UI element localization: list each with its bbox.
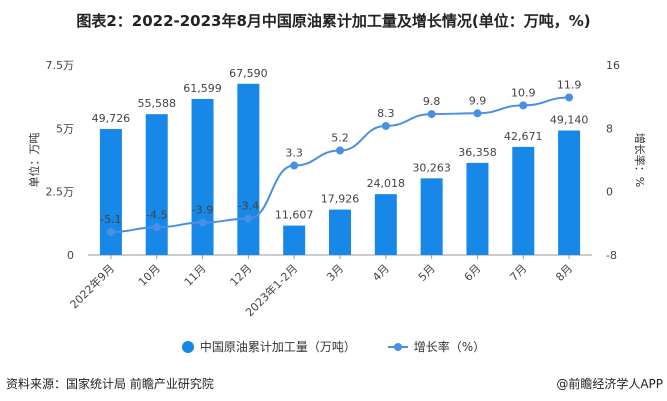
legend-bar-label: 中国原油累计加工量（万吨） <box>199 340 356 354</box>
left-axis-label: 单位：万吨 <box>27 133 41 188</box>
left-tick-label: 5万 <box>56 122 74 135</box>
legend-item-bar[interactable]: 中国原油累计加工量（万吨） <box>181 338 356 355</box>
chart-title: 图表2：2022-2023年8月中国原油累计加工量及增长情况(单位：万吨，%) <box>76 12 591 30</box>
x-tick-label: 12月 <box>228 262 255 289</box>
growth-value-label: 9.8 <box>423 95 441 108</box>
growth-point <box>336 146 344 155</box>
credit-note: @前瞻经济学人APP <box>556 377 663 391</box>
growth-point <box>244 214 253 223</box>
bar-value-label: 42,671 <box>504 130 543 143</box>
growth-point <box>290 161 299 170</box>
bar <box>237 83 260 255</box>
bar-value-label: 11,607 <box>275 209 314 222</box>
x-tick-label: 4月 <box>370 262 392 284</box>
growth-value-label: 11.9 <box>557 78 582 91</box>
growth-value-label: 9.9 <box>469 94 487 107</box>
bar <box>512 146 535 255</box>
left-tick-label: 2.5万 <box>46 186 75 199</box>
x-tick-label: 3月 <box>324 262 346 284</box>
growth-value-label: -3.9 <box>192 204 213 217</box>
right-tick-label: -8 <box>606 249 617 262</box>
growth-point <box>565 93 574 102</box>
growth-value-label: 8.3 <box>377 107 395 120</box>
x-tick-label: 2022年9月 <box>67 261 117 311</box>
bar <box>99 129 122 255</box>
x-tick-label: 7月 <box>507 262 529 284</box>
x-tick-label: 5月 <box>416 262 438 284</box>
growth-point <box>198 218 207 227</box>
bar-value-label: 61,599 <box>183 82 222 95</box>
bar-value-label: 49,140 <box>550 114 589 127</box>
bar <box>466 162 489 255</box>
bar <box>420 178 443 255</box>
right-axis-label: 增长率：% <box>633 133 647 187</box>
bar <box>374 194 397 255</box>
bar-value-label: 24,018 <box>367 177 406 190</box>
growth-point <box>152 223 161 232</box>
legend-item-line[interactable]: 增长率（%） <box>387 338 486 355</box>
x-tick-label: 11月 <box>182 262 209 289</box>
legend-line-marker-icon <box>387 341 408 353</box>
bar <box>145 114 168 255</box>
growth-value-label: -3.4 <box>238 200 259 213</box>
growth-value-label: 10.9 <box>511 86 536 99</box>
bar-value-label: 17,926 <box>321 193 360 206</box>
growth-value-label: -5.1 <box>100 213 121 226</box>
bar-value-label: 36,358 <box>458 146 497 159</box>
bar <box>329 209 351 255</box>
growth-point <box>519 101 528 110</box>
bar <box>191 98 214 255</box>
x-tick-label: 8月 <box>553 262 575 284</box>
legend-bar-marker-icon <box>181 340 194 353</box>
growth-point <box>473 109 482 118</box>
growth-point <box>427 110 436 119</box>
x-tick-label: 10月 <box>136 262 163 289</box>
bar <box>283 225 306 255</box>
bar-value-label: 49,726 <box>92 112 131 125</box>
growth-value-label: -4.5 <box>146 208 167 221</box>
right-tick-label: 0 <box>606 186 613 199</box>
right-tick-label: 16 <box>606 59 620 72</box>
growth-point <box>381 121 390 130</box>
growth-value-label: 3.3 <box>285 147 303 160</box>
source-note: 资料来源：国家统计局 前瞻产业研究院 <box>6 377 214 391</box>
left-tick-label: 7.5万 <box>46 59 75 72</box>
left-tick-label: 0 <box>67 249 74 262</box>
legend-line-label: 增长率（%） <box>413 340 486 354</box>
bar-value-label: 55,588 <box>137 97 176 110</box>
bar <box>558 130 581 255</box>
growth-point <box>106 228 115 237</box>
bar-value-label: 30,263 <box>412 161 451 174</box>
legend: 中国原油累计加工量（万吨） 增长率（%） <box>0 338 667 356</box>
bar-value-label: 67,590 <box>229 67 268 80</box>
growth-value-label: 5.2 <box>331 132 349 145</box>
right-tick-label: 8 <box>606 122 613 135</box>
x-tick-label: 6月 <box>462 262 484 284</box>
